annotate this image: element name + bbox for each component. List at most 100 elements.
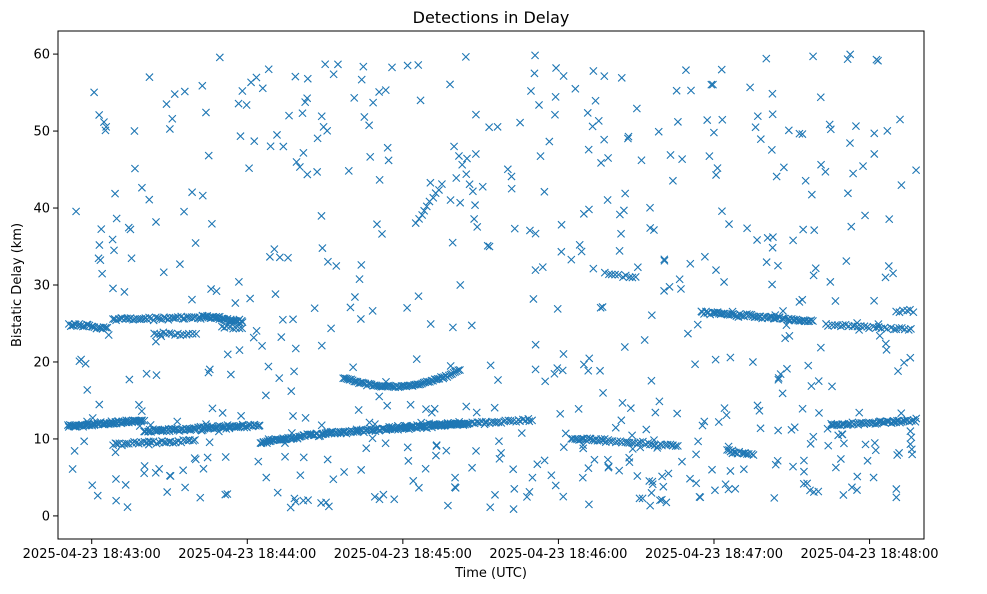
data-point-marker [218, 408, 227, 417]
chart-title: Detections in Delay [413, 8, 570, 27]
data-point-marker [860, 322, 869, 331]
data-point-marker [892, 485, 901, 494]
data-point-marker [655, 496, 664, 505]
data-point-marker [299, 453, 308, 462]
data-point-marker [625, 453, 634, 462]
data-point-marker [767, 145, 776, 154]
data-point-marker [881, 273, 890, 282]
y-tick-label: 30 [33, 279, 50, 294]
data-point-marker [130, 437, 139, 446]
data-point-marker [390, 495, 399, 504]
data-point-marker [70, 446, 79, 455]
data-point-marker [779, 163, 788, 172]
data-point-marker [153, 330, 162, 339]
data-point-marker [801, 176, 810, 185]
data-point-marker [799, 479, 808, 488]
data-point-marker [323, 455, 332, 464]
data-point-marker [824, 441, 833, 450]
data-point-marker [826, 277, 835, 286]
x-axis-label: Time (UTC) [454, 566, 527, 581]
data-point-marker [108, 235, 117, 244]
data-point-marker [303, 74, 312, 83]
data-point-marker [140, 461, 149, 470]
data-point-marker [846, 50, 855, 59]
data-point-marker [551, 92, 560, 101]
data-point-marker [123, 314, 131, 323]
data-point-marker [375, 175, 384, 184]
data-point-marker [93, 323, 102, 332]
data-point-marker [421, 464, 430, 473]
data-point-marker [773, 456, 782, 465]
data-point-marker [799, 456, 808, 465]
data-point-marker [655, 397, 664, 406]
data-point-marker [589, 66, 598, 75]
data-point-marker [647, 376, 656, 385]
data-point-marker [95, 241, 104, 250]
data-point-marker [349, 363, 358, 372]
data-point-marker [522, 492, 531, 501]
data-point-marker [75, 357, 84, 366]
data-point-marker [103, 323, 112, 332]
data-point-marker [446, 196, 455, 205]
data-point-marker [485, 242, 494, 251]
data-point-marker [112, 439, 121, 448]
data-point-marker [381, 86, 390, 95]
data-point-marker [578, 473, 587, 482]
data-point-marker [648, 477, 657, 486]
data-point-marker [814, 377, 823, 386]
data-point-marker [869, 473, 878, 482]
data-point-marker [437, 180, 446, 189]
data-point-marker [146, 437, 155, 446]
data-point-marker [370, 492, 379, 501]
data-point-marker [530, 69, 539, 78]
data-point-marker [199, 464, 208, 473]
data-point-marker [647, 311, 656, 320]
data-point-marker [431, 451, 440, 460]
data-point-marker [112, 496, 121, 505]
data-point-marker [111, 475, 120, 484]
data-point-marker [365, 121, 374, 130]
data-point-marker [350, 377, 359, 386]
data-point-marker [273, 130, 281, 139]
data-point-marker [422, 405, 430, 414]
data-point-marker [101, 323, 110, 332]
data-point-marker [198, 81, 207, 90]
data-point-marker [658, 472, 667, 481]
data-point-marker [152, 217, 160, 226]
data-point-marker [531, 266, 540, 275]
data-point-marker [483, 241, 492, 250]
data-point-marker [403, 443, 412, 452]
data-point-marker [725, 220, 734, 229]
data-point-marker [784, 126, 793, 135]
data-point-marker [771, 460, 780, 469]
data-point-marker [605, 437, 614, 446]
data-point-marker [668, 441, 677, 450]
data-point-marker [646, 501, 655, 510]
data-point-marker [653, 443, 662, 452]
data-point-marker [317, 341, 326, 350]
data-point-marker [646, 203, 655, 212]
data-point-marker [768, 243, 777, 252]
data-point-marker [404, 456, 413, 465]
data-point-marker [327, 324, 336, 333]
data-point-marker [121, 480, 130, 489]
data-point-marker [721, 480, 730, 489]
data-point-marker [281, 452, 290, 461]
data-point-marker [191, 424, 200, 433]
data-point-marker [871, 446, 880, 455]
data-point-marker [905, 417, 914, 426]
data-point-marker [413, 421, 422, 430]
data-point-marker [559, 443, 568, 452]
data-point-marker [145, 313, 154, 322]
data-point-marker [303, 170, 312, 179]
data-point-marker [454, 366, 463, 375]
data-point-marker [541, 377, 550, 386]
data-point-marker [768, 110, 777, 119]
data-point-marker [635, 494, 644, 503]
data-point-marker [552, 64, 561, 73]
data-point-marker [896, 115, 904, 124]
data-point-marker [789, 236, 798, 245]
data-point-marker [456, 280, 465, 289]
data-point-marker [81, 359, 90, 368]
data-point-marker [375, 495, 384, 504]
